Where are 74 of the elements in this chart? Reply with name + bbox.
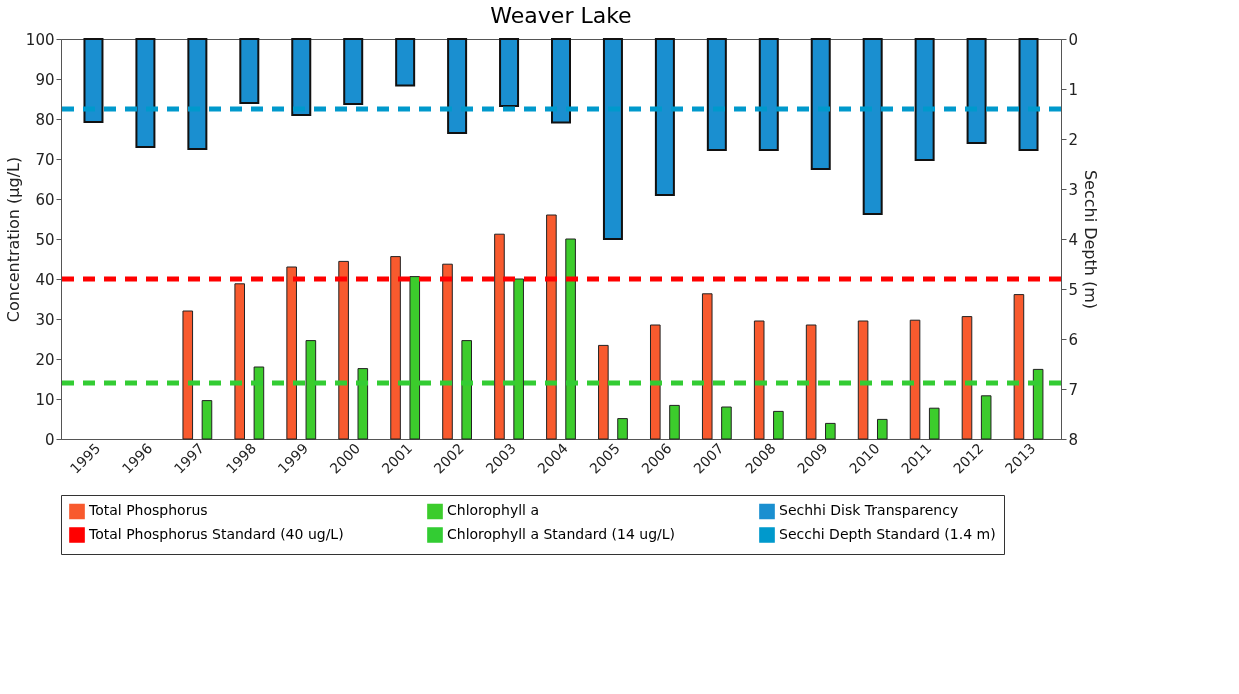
bar (721, 406, 732, 440)
bar (447, 38, 468, 134)
bar (83, 38, 104, 123)
bar (286, 266, 297, 440)
y-tick-label: 50 (35, 230, 55, 249)
y-tick-label: 90 (35, 70, 55, 89)
y2-tick-label: 3 (1068, 180, 1079, 199)
bar (338, 260, 349, 440)
bar (201, 400, 213, 440)
bar (758, 38, 779, 151)
bar (546, 214, 557, 440)
y2-tick-label: 2 (1068, 130, 1079, 149)
bar (961, 316, 973, 440)
bar (135, 38, 156, 148)
bar (862, 38, 883, 215)
bar (551, 38, 571, 124)
y-tick-label: 30 (35, 310, 55, 329)
bar (390, 256, 401, 440)
y-tick-label: 20 (35, 350, 55, 369)
bar (669, 404, 680, 440)
bar (857, 320, 869, 440)
bar (182, 310, 194, 440)
bar (598, 344, 609, 440)
legend-label: Chlorophyll a Standard (14 ug/L) (447, 526, 676, 542)
bar (805, 324, 817, 440)
bar (1013, 294, 1025, 440)
bar (654, 38, 675, 196)
bar (602, 38, 623, 240)
legend-label: Total Phosphorus (88, 502, 208, 519)
y2-tick-label: 4 (1068, 230, 1079, 249)
bar (187, 38, 208, 150)
y2-axis-title: Secchi Depth (m) (1081, 169, 1101, 310)
y2-tick-label: 6 (1068, 330, 1079, 349)
legend-label: Secchi Depth Standard (1.4 m) (779, 526, 996, 542)
y2-tick-label: 5 (1068, 280, 1079, 299)
bar (1018, 38, 1039, 151)
y-tick-label: 80 (35, 110, 55, 129)
bar (876, 418, 888, 440)
bar (909, 319, 921, 440)
bar (617, 418, 628, 440)
bar (928, 407, 940, 440)
bar (395, 38, 416, 87)
legend-label: Sechhi Disk Transparency (779, 502, 959, 519)
bar (701, 293, 713, 440)
bar (966, 38, 987, 144)
legend-label: Chlorophyll a (447, 502, 539, 519)
y2-tick-label: 8 (1068, 430, 1079, 449)
chart-title: Weaver Lake (490, 3, 632, 28)
y-tick-label: 10 (35, 390, 55, 409)
y-tick-label: 40 (35, 270, 55, 289)
bar (343, 38, 364, 105)
bar (825, 422, 836, 440)
y-tick-label: 0 (44, 430, 55, 449)
y-tick-label: 100 (25, 30, 55, 49)
bar (914, 38, 935, 161)
y2-tick-label: 0 (1068, 30, 1079, 49)
bar (706, 38, 727, 151)
bar (291, 38, 312, 116)
bar (650, 324, 661, 440)
y2-tick-label: 1 (1068, 80, 1079, 99)
y-tick-label: 70 (35, 150, 55, 169)
bar (980, 395, 992, 440)
y2-tick-label: 7 (1068, 380, 1079, 399)
bar (773, 410, 784, 440)
bar (234, 283, 246, 440)
legend-label: Total Phosphorus Standard (40 ug/L) (88, 526, 344, 542)
bar (494, 233, 505, 440)
bar (753, 320, 765, 440)
bar (442, 263, 453, 440)
bar (239, 38, 260, 104)
bar (810, 38, 831, 170)
y-tick-label: 60 (35, 190, 55, 209)
bar (499, 38, 520, 107)
y-axis-title: Concentration (µg/L) (3, 156, 23, 323)
